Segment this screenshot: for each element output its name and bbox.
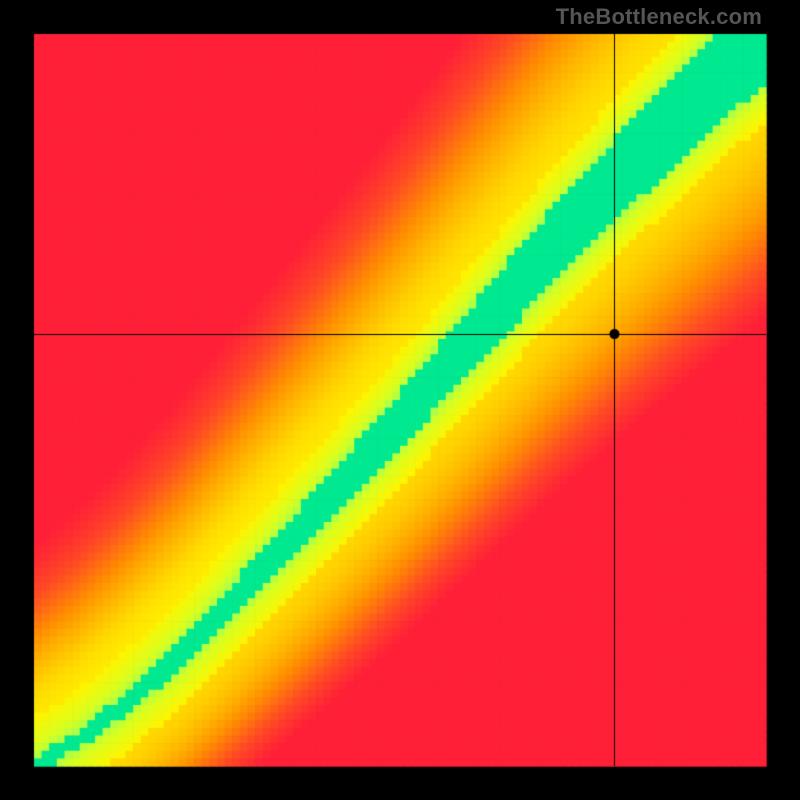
watermark-text: TheBottleneck.com [556,4,762,30]
bottleneck-heatmap [0,0,800,800]
chart-container: TheBottleneck.com [0,0,800,800]
